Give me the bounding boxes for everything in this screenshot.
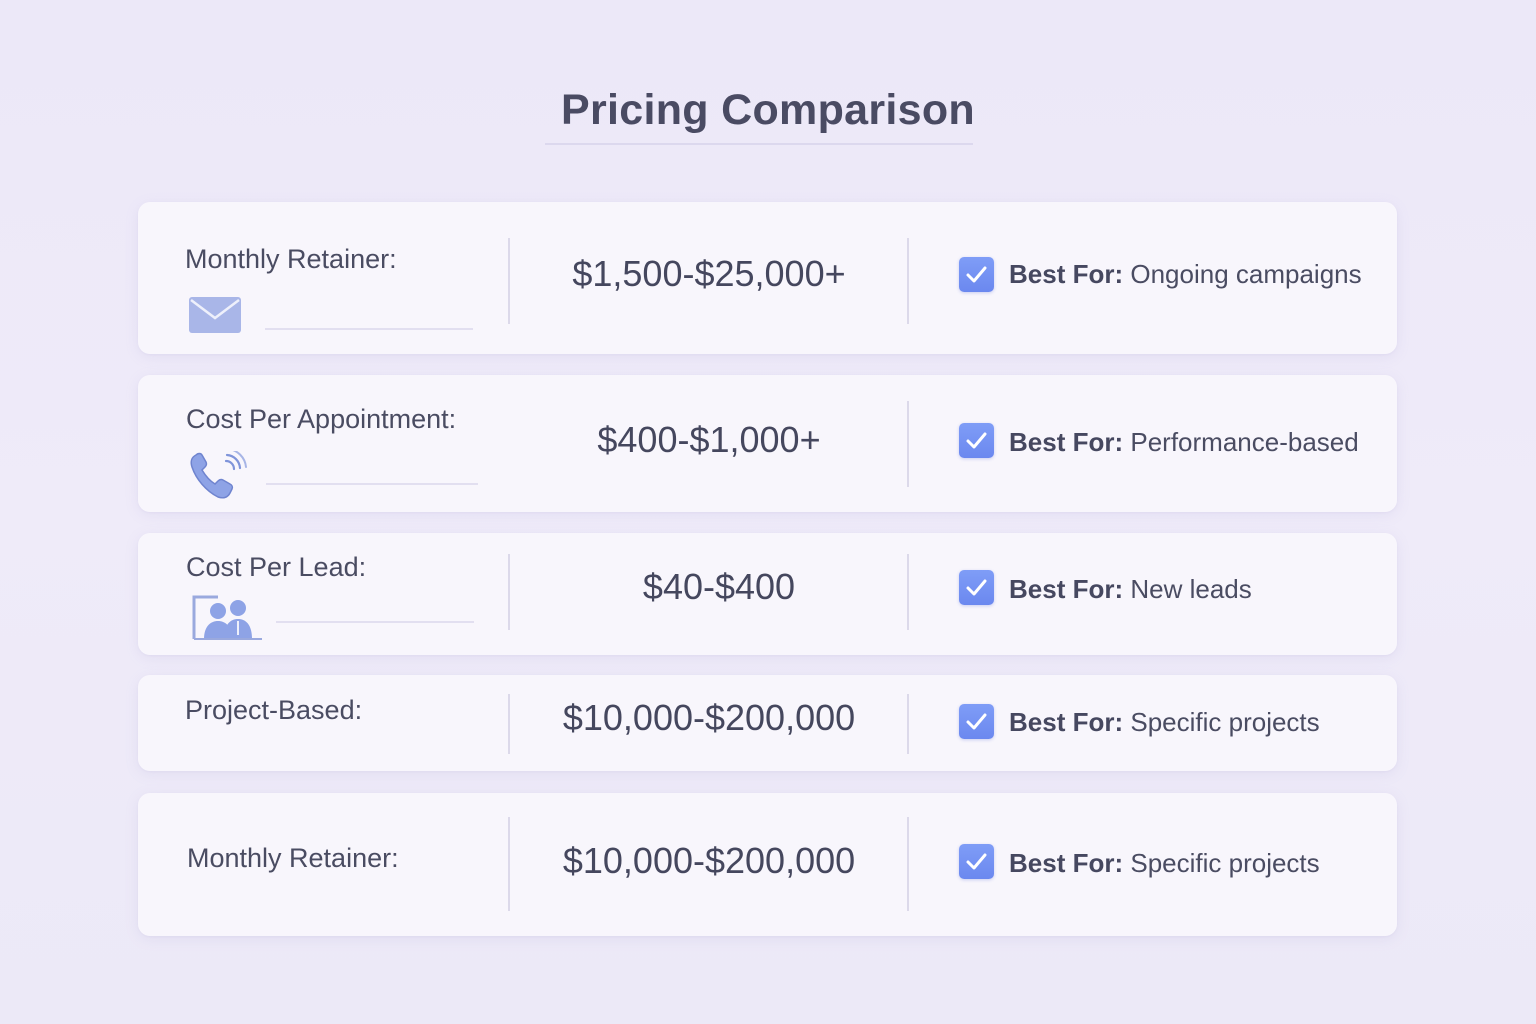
- price-range: $40-$400: [642, 566, 796, 607]
- best-for-text: Best For: New leads: [1009, 574, 1252, 605]
- column-divider: [508, 694, 510, 754]
- row-label: Cost Per Appointment:: [186, 404, 457, 434]
- row-label: Project-Based:: [185, 695, 363, 725]
- best-for-value: Specific projects: [1130, 707, 1320, 737]
- best-for-text: Best For: Ongoing campaigns: [1009, 259, 1362, 290]
- best-for-value: Specific projects: [1130, 848, 1320, 878]
- envelope-icon: [188, 296, 242, 334]
- pricing-row-monthly-retainer-2: Monthly Retainer: $10,000-$200,000 Best …: [138, 793, 1397, 936]
- pricing-row-cost-per-lead: Cost Per Lead: $40-$400 Best For: New le…: [138, 533, 1397, 655]
- price-range: $400-$1,000+: [597, 419, 821, 460]
- row-label: Cost Per Lead:: [186, 552, 367, 582]
- page-title: Pricing Comparison: [561, 86, 975, 134]
- best-for-label: Best For:: [1009, 574, 1124, 604]
- column-divider: [907, 554, 909, 630]
- checkbox-checked-icon: [959, 844, 994, 879]
- best-for-value: Ongoing campaigns: [1130, 259, 1362, 289]
- checkbox-checked-icon: [959, 257, 994, 292]
- column-divider: [907, 401, 909, 487]
- column-divider: [907, 817, 909, 911]
- users-icon: [192, 595, 264, 641]
- pricing-row-project-based: Project-Based: $10,000-$200,000 Best For…: [138, 675, 1397, 771]
- price-range: $10,000-$200,000: [562, 840, 856, 881]
- best-for-label: Best For:: [1009, 848, 1124, 878]
- row-label: Monthly Retainer:: [187, 843, 399, 873]
- best-for-value: Performance-based: [1130, 427, 1359, 457]
- checkbox-checked-icon: [959, 423, 994, 458]
- best-for-label: Best For:: [1009, 427, 1124, 457]
- best-for-text: Best For: Specific projects: [1009, 707, 1320, 738]
- column-divider: [907, 238, 909, 324]
- column-divider: [508, 238, 510, 324]
- row-label: Monthly Retainer:: [185, 244, 397, 274]
- price-range: $10,000-$200,000: [562, 697, 856, 738]
- column-divider: [508, 554, 510, 630]
- price-range: $1,500-$25,000+: [572, 253, 846, 294]
- title-underline: [545, 143, 973, 145]
- best-for-label: Best For:: [1009, 707, 1124, 737]
- best-for-text: Best For: Performance-based: [1009, 427, 1359, 458]
- phone-icon: [188, 451, 248, 501]
- pricing-row-cost-per-appointment: Cost Per Appointment: $400-$1,000+ Best …: [138, 375, 1397, 512]
- best-for-label: Best For:: [1009, 259, 1124, 289]
- decorative-line: [266, 483, 478, 485]
- column-divider: [508, 817, 510, 911]
- pricing-row-monthly-retainer: Monthly Retainer: $1,500-$25,000+ Best F…: [138, 202, 1397, 354]
- column-divider: [907, 694, 909, 754]
- best-for-text: Best For: Specific projects: [1009, 848, 1320, 879]
- decorative-line: [276, 621, 474, 623]
- checkbox-checked-icon: [959, 704, 994, 739]
- checkbox-checked-icon: [959, 570, 994, 605]
- decorative-line: [265, 328, 473, 330]
- best-for-value: New leads: [1130, 574, 1252, 604]
